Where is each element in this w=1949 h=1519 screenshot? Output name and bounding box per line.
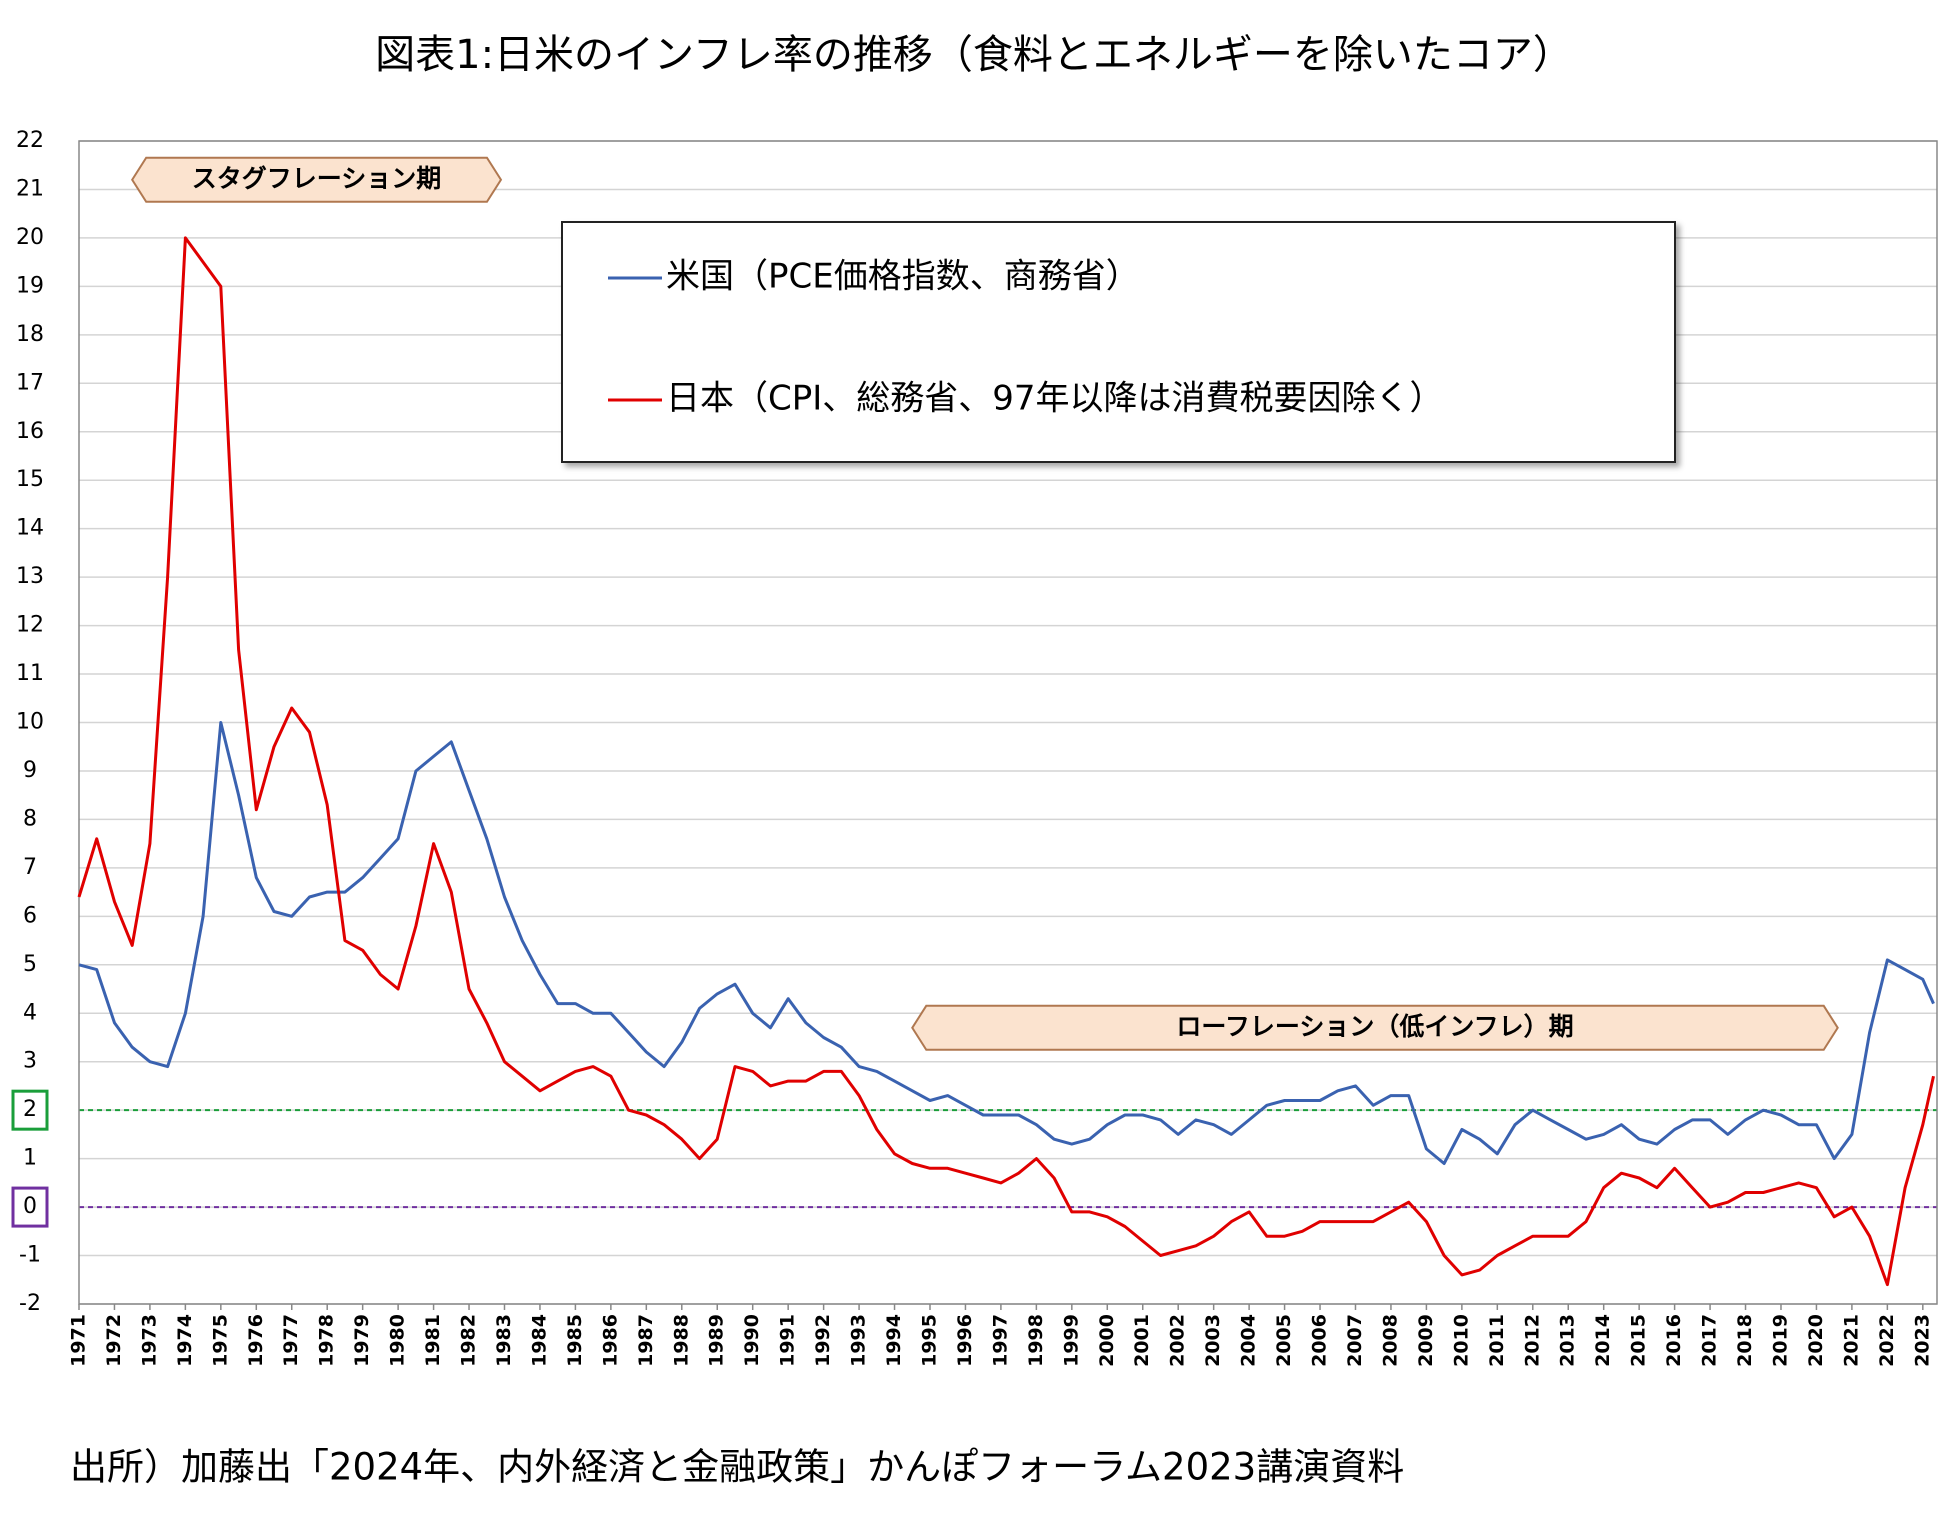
x-tick-label: 1988 (670, 1314, 692, 1367)
y-tick-label: 14 (16, 516, 44, 541)
x-tick-label: 1986 (599, 1314, 621, 1367)
x-tick-label: 1975 (209, 1314, 231, 1367)
x-tick-label: 2001 (1131, 1314, 1153, 1367)
x-tick-label: 1976 (245, 1314, 267, 1367)
x-tick-label: 2009 (1415, 1314, 1437, 1367)
period-label: スタグフレーション期 (192, 164, 442, 193)
x-tick-label: 1980 (387, 1314, 409, 1367)
y-tick-label: -1 (19, 1243, 41, 1268)
y-tick-label: 16 (16, 419, 44, 444)
y-tick-label: 0 (23, 1194, 37, 1219)
x-tick-label: 1995 (918, 1314, 940, 1367)
chart-title: 図表1:日米のインフレ率の推移（食料とエネルギーを除いたコア） (375, 32, 1573, 78)
y-tick-label: 10 (16, 710, 44, 735)
x-tick-label: 1979 (351, 1314, 373, 1367)
source-note: 出所）加藤出「2024年、内外経済と金融政策」かんぽフォーラム2023講演資料 (70, 1446, 1404, 1489)
x-tick-label: 1982 (458, 1314, 480, 1367)
y-tick-label: 13 (16, 564, 44, 589)
series-line (78, 721, 1935, 1165)
x-tick-label: 1978 (316, 1314, 338, 1367)
x-tick-label: 2019 (1769, 1314, 1791, 1367)
x-tick-label: 2013 (1557, 1314, 1579, 1367)
y-tick-label: 7 (23, 855, 37, 880)
x-tick-label: 1983 (493, 1314, 515, 1367)
y-tick-label: 4 (23, 1000, 37, 1025)
x-tick-label: 1977 (280, 1314, 302, 1367)
tick-highlight-box (11, 1089, 49, 1131)
x-tick-label: 1981 (422, 1314, 444, 1367)
y-tick-label: -2 (19, 1291, 41, 1316)
x-tick-label: 1974 (174, 1314, 196, 1367)
x-tick-label: 2008 (1379, 1314, 1401, 1367)
x-tick-label: 2021 (1840, 1314, 1862, 1367)
x-tick-label: 2022 (1876, 1314, 1898, 1367)
x-tick-label: 2004 (1238, 1314, 1260, 1367)
legend-box (561, 221, 1676, 463)
plot-frame (78, 140, 1938, 1305)
x-tick-label: 1972 (103, 1314, 125, 1367)
x-tick-label: 2010 (1450, 1314, 1472, 1367)
y-tick-label: 21 (16, 176, 44, 201)
period-arrow (911, 1004, 1839, 1051)
x-tick-label: 2014 (1592, 1314, 1614, 1367)
x-tick-label: 2012 (1521, 1314, 1543, 1367)
x-tick-label: 2006 (1309, 1314, 1331, 1367)
x-tick-label: 1990 (741, 1314, 763, 1367)
y-tick-label: 11 (16, 661, 44, 686)
y-tick-label: 6 (23, 903, 37, 928)
x-tick-label: 2016 (1663, 1314, 1685, 1367)
legend-label: 日本（CPI、総務省、97年以降は消費税要因除く） (666, 379, 1444, 419)
x-tick-label: 1998 (1025, 1314, 1047, 1367)
period-label: ローフレーション（低インフレ）期 (1176, 1012, 1573, 1041)
legend-label: 米国（PCE価格指数、商務省） (666, 257, 1140, 297)
x-tick-label: 1994 (883, 1314, 905, 1367)
y-tick-label: 12 (16, 613, 44, 638)
x-tick-label: 2017 (1699, 1314, 1721, 1367)
x-tick-label: 1973 (138, 1314, 160, 1367)
x-tick-label: 1971 (68, 1314, 90, 1367)
x-tick-label: 2015 (1628, 1314, 1650, 1367)
x-tick-label: 1999 (1060, 1314, 1082, 1367)
x-tick-label: 2002 (1167, 1314, 1189, 1367)
x-tick-label: 2007 (1344, 1314, 1366, 1367)
x-tick-label: 2011 (1486, 1314, 1508, 1367)
x-tick-label: 1989 (706, 1314, 728, 1367)
tick-highlight-box (11, 1186, 49, 1228)
x-tick-label: 2023 (1911, 1314, 1933, 1367)
y-tick-label: 5 (23, 952, 37, 977)
x-tick-label: 2020 (1805, 1314, 1827, 1367)
series-line (77, 236, 1935, 1287)
x-tick-label: 1996 (954, 1314, 976, 1367)
x-tick-label: 2018 (1734, 1314, 1756, 1367)
x-tick-label: 2000 (1096, 1314, 1118, 1367)
y-tick-label: 8 (23, 806, 37, 831)
x-tick-label: 1985 (564, 1314, 586, 1367)
y-tick-label: 1 (23, 1146, 37, 1171)
x-tick-label: 1997 (989, 1314, 1011, 1367)
y-tick-label: 17 (16, 370, 44, 395)
y-tick-label: 20 (16, 225, 44, 250)
x-tick-label: 1992 (812, 1314, 834, 1367)
period-arrow (131, 156, 503, 203)
x-tick-label: 2005 (1273, 1314, 1295, 1367)
y-tick-label: 19 (16, 273, 44, 298)
y-tick-label: 22 (16, 128, 44, 153)
x-tick-label: 2003 (1202, 1314, 1224, 1367)
y-tick-label: 2 (23, 1097, 37, 1122)
y-tick-label: 15 (16, 467, 44, 492)
y-tick-label: 9 (23, 758, 37, 783)
x-tick-label: 1984 (528, 1314, 550, 1367)
y-tick-label: 3 (23, 1049, 37, 1074)
x-tick-label: 1987 (635, 1314, 657, 1367)
y-tick-label: 18 (16, 322, 44, 347)
x-tick-label: 1991 (777, 1314, 799, 1367)
x-tick-label: 1993 (848, 1314, 870, 1367)
